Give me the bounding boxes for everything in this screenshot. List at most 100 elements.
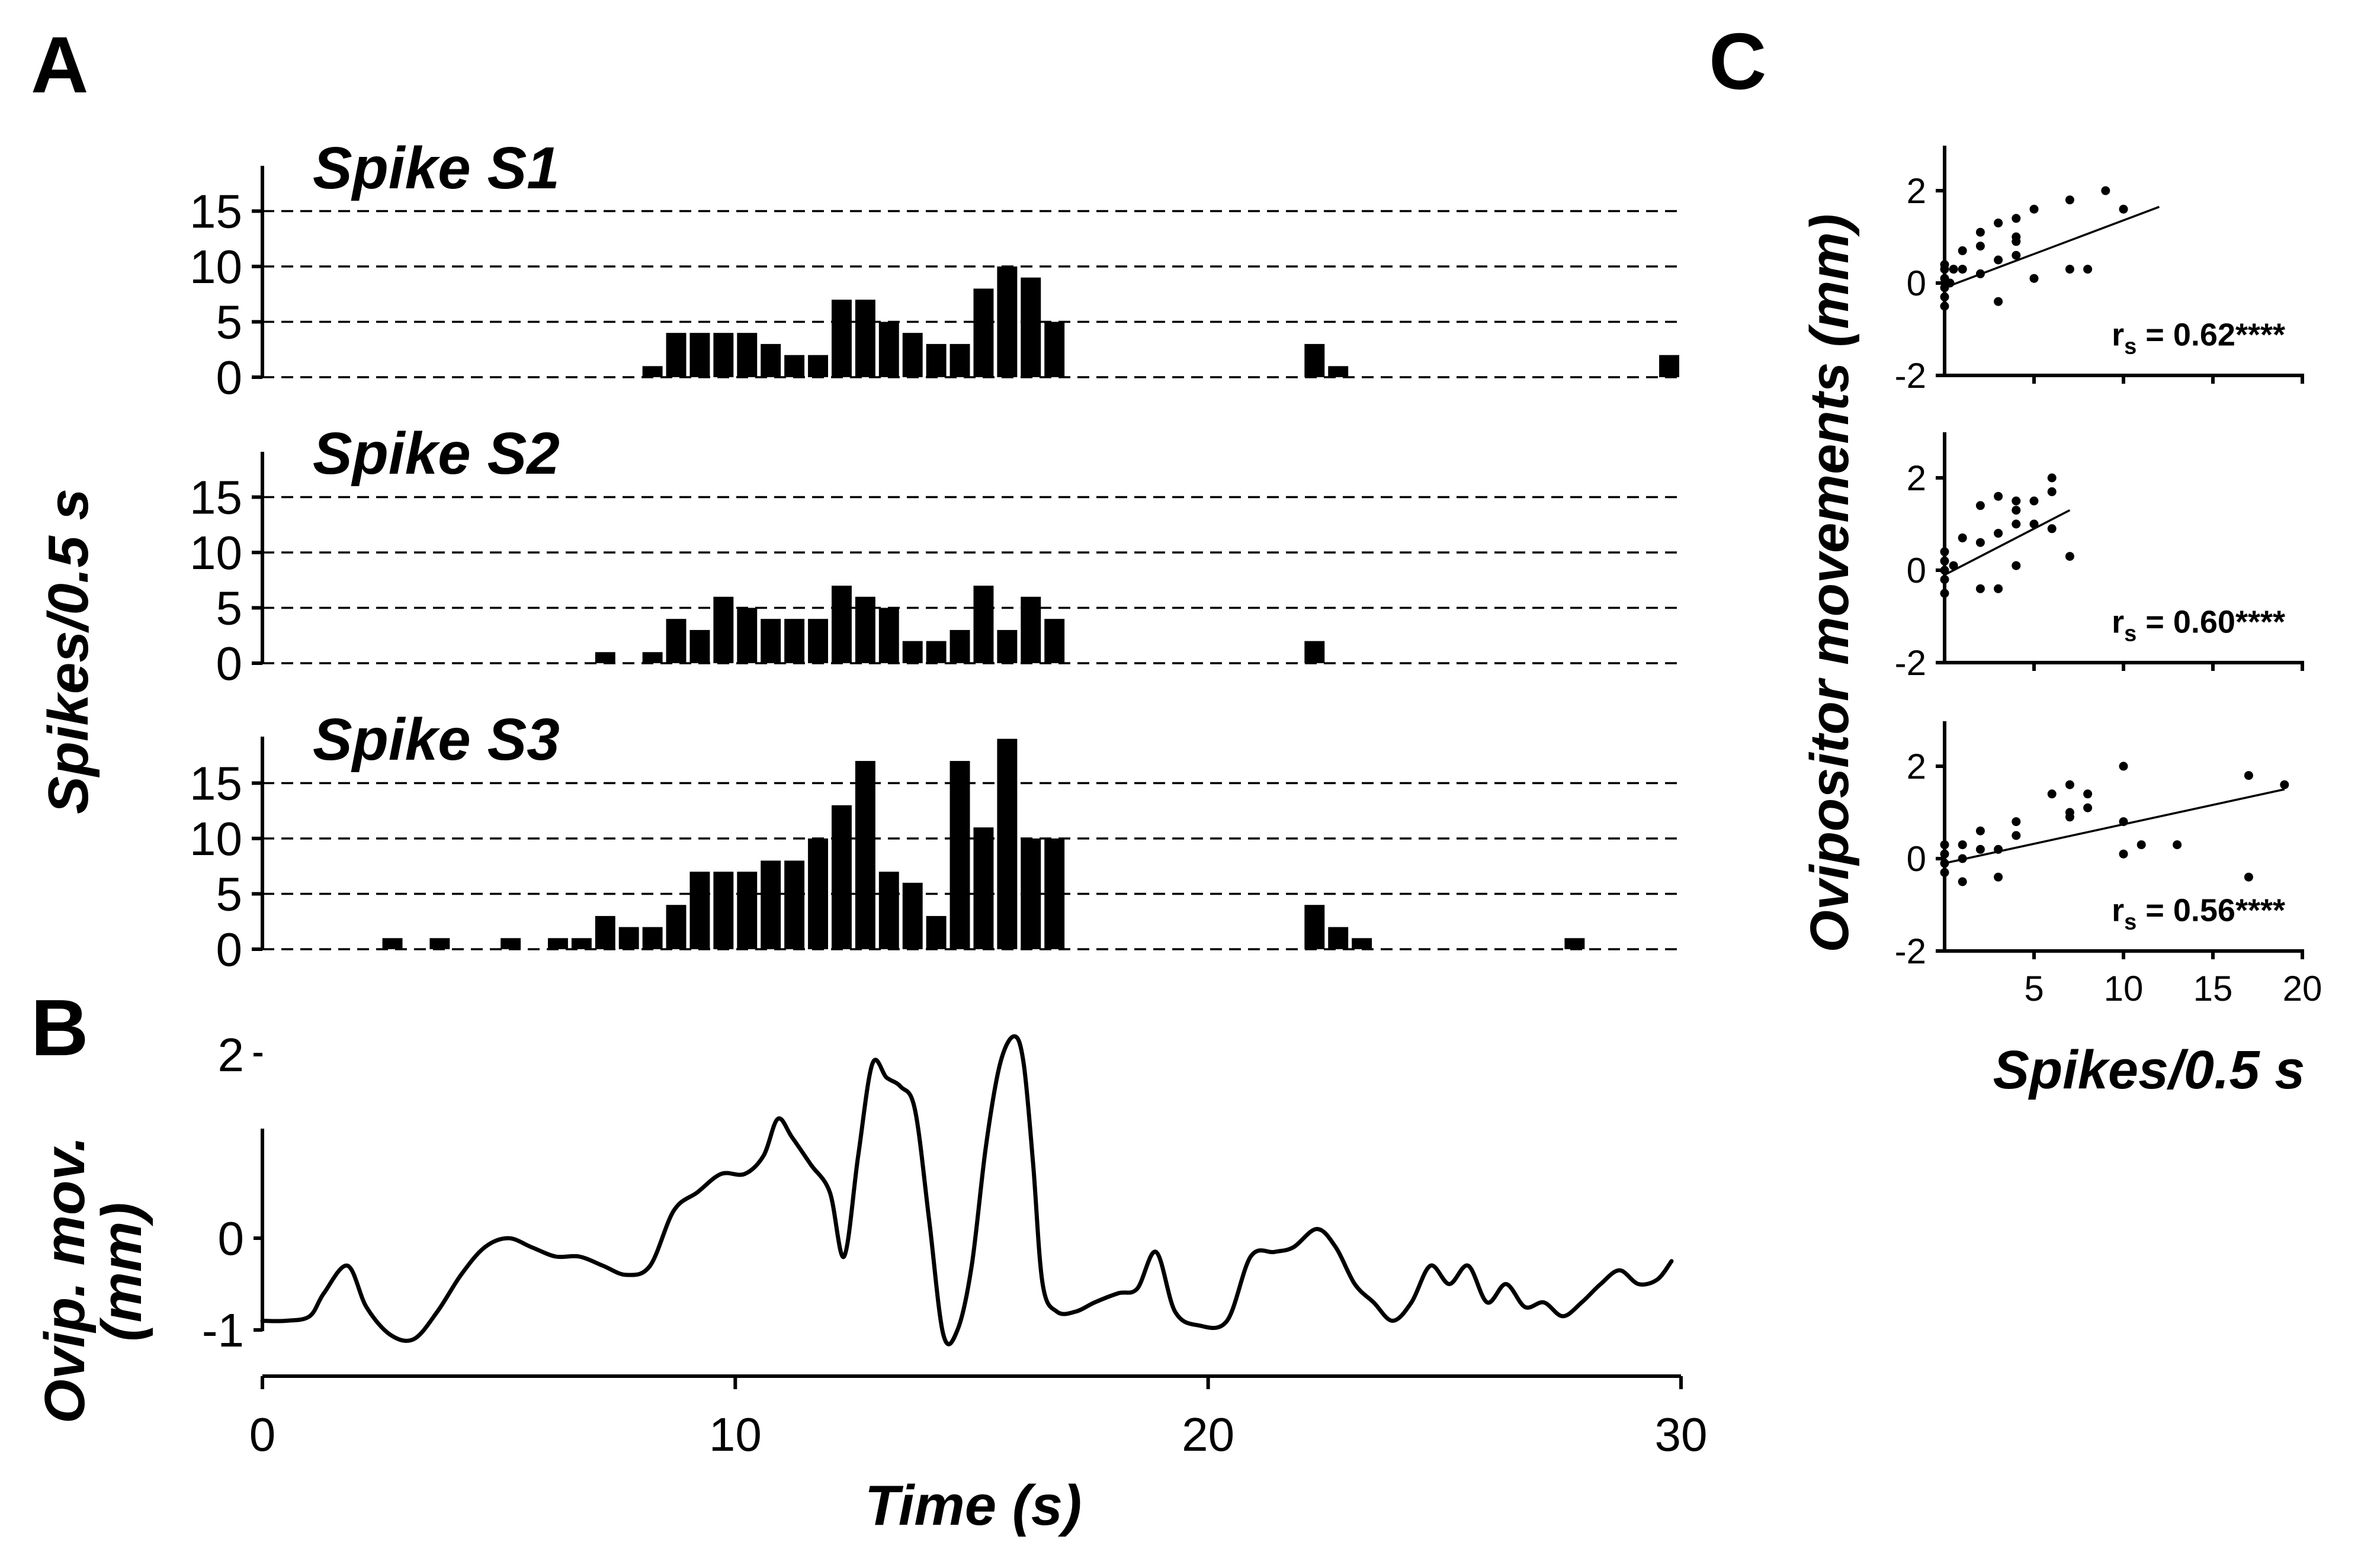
histogram-bar (595, 915, 615, 949)
scatter-point (2012, 817, 2021, 827)
scatter-point (2012, 214, 2021, 223)
histogram-bar (713, 596, 734, 663)
histogram-bar (761, 860, 781, 949)
histogram-bar (973, 827, 994, 949)
correlation-annotation-part: r (2112, 604, 2124, 640)
histogram-bar (878, 608, 899, 663)
y-tick-label: 2 (1907, 171, 1926, 211)
scatter-point (1958, 840, 1967, 850)
regression-line (1944, 205, 2160, 289)
histogram-bar (808, 619, 828, 663)
scatter-point (2029, 204, 2039, 214)
y-tick-label: 2 (1907, 747, 1926, 786)
correlation-annotation-part: = 0.56**** (2137, 892, 2285, 928)
histogram-bar (949, 629, 970, 663)
scatter-point (2101, 186, 2110, 195)
histogram-bar (1352, 938, 1372, 949)
histogram-bar (997, 738, 1018, 949)
scatter-point (1975, 501, 1985, 510)
histogram-bar (855, 300, 875, 377)
histogram-bar (666, 905, 687, 949)
x-tick-label: 5 (2024, 969, 2044, 1008)
x-tick-label: 20 (2283, 969, 2322, 1008)
y-tick-label: 5 (216, 296, 243, 349)
x-tick-label: 20 (1182, 1408, 1234, 1461)
correlation-annotation: rs = 0.56**** (2112, 892, 2285, 934)
histogram-bar (878, 322, 899, 377)
histogram-bar (666, 333, 687, 377)
x-tick-label: 10 (2104, 969, 2144, 1008)
x-tick-label: 10 (709, 1408, 762, 1461)
scatter-point (1940, 849, 1949, 859)
histogram-bar (926, 915, 947, 949)
histogram-bar (808, 838, 828, 949)
correlation-annotation: rs = 0.62**** (2112, 317, 2285, 359)
panel-b-y-axis-label: Ovip. mov. (mm) (33, 1120, 153, 1424)
scatter-point (1940, 292, 1949, 301)
subplot-title: Spike S1 (313, 135, 560, 201)
scatter-point (1940, 260, 1949, 269)
scatter-point (2280, 780, 2289, 789)
scatter-s2: -2 0 2 rs = 0.60**** (1895, 432, 2304, 683)
scatter-point (2012, 506, 2021, 515)
panel-label-b: B (31, 983, 89, 1072)
scatter-point (1994, 219, 2003, 228)
scatter-point (1940, 547, 1949, 557)
scatter-point (2012, 250, 2021, 260)
scatter-point (1958, 246, 1967, 255)
y-tick-label: 10 (190, 240, 242, 293)
scatter-point (2173, 840, 2182, 850)
scatter-point (2012, 561, 2021, 570)
scatter-point (1975, 538, 1985, 547)
y-tick-label: 15 (190, 185, 242, 238)
histogram-bar (832, 805, 852, 949)
histogram-bar (1021, 596, 1041, 663)
scatter-point (1975, 826, 1985, 836)
y-tick-label: 0 (216, 351, 243, 404)
scatter-point (2012, 232, 2021, 242)
scatter-point (2137, 840, 2146, 850)
scatter-point (2029, 519, 2039, 529)
correlation-annotation-part: s (2124, 910, 2137, 934)
subplot-title: Spike S2 (313, 420, 560, 487)
scatter-point (1994, 491, 2003, 501)
histogram-bar (501, 938, 521, 949)
correlation-annotation-part: r (2112, 892, 2124, 928)
scatter-point (2012, 496, 2021, 506)
y-tick-label: -2 (1895, 931, 1926, 971)
histogram-bar (808, 355, 828, 377)
histogram-bar (429, 938, 450, 949)
panel-c-y-axis-label: Ovipositor movements (mm) (1799, 214, 1860, 952)
y-tick-label: 10 (190, 812, 242, 865)
regression-line (1944, 788, 2285, 865)
scatter-point (1940, 840, 1949, 850)
scatter-point (1958, 265, 1967, 274)
scatter-point (2083, 265, 2093, 274)
scatter-point (1994, 529, 2003, 538)
scatter-point (1975, 844, 1985, 854)
histogram-bar (973, 288, 994, 377)
y-tick-label: -2 (1895, 643, 1926, 683)
histogram-bar (1044, 619, 1065, 663)
scatter-point (2047, 473, 2057, 483)
scatter-point (2083, 803, 2093, 812)
histogram-bar (902, 333, 923, 377)
scatter-point (1940, 556, 1949, 565)
panel-label-c: C (1709, 17, 1767, 106)
scatter-point (2083, 789, 2093, 799)
histogram-bar (855, 596, 875, 663)
scatter-point (2047, 789, 2057, 799)
histogram-bar (926, 641, 947, 663)
scatter-point (2119, 761, 2128, 771)
correlation-annotation-part: r (2112, 317, 2124, 352)
scatter-point (1958, 533, 1967, 542)
scatter-point (2119, 849, 2128, 859)
scatter-point (1994, 872, 2003, 882)
y-tick-label: 15 (190, 757, 242, 810)
scatter-point (1994, 584, 2003, 593)
y-tick-label: 0 (1907, 839, 1926, 879)
histogram-bar (926, 343, 947, 377)
histogram-bar (1044, 322, 1065, 377)
correlation-annotation-part: s (2124, 334, 2137, 359)
